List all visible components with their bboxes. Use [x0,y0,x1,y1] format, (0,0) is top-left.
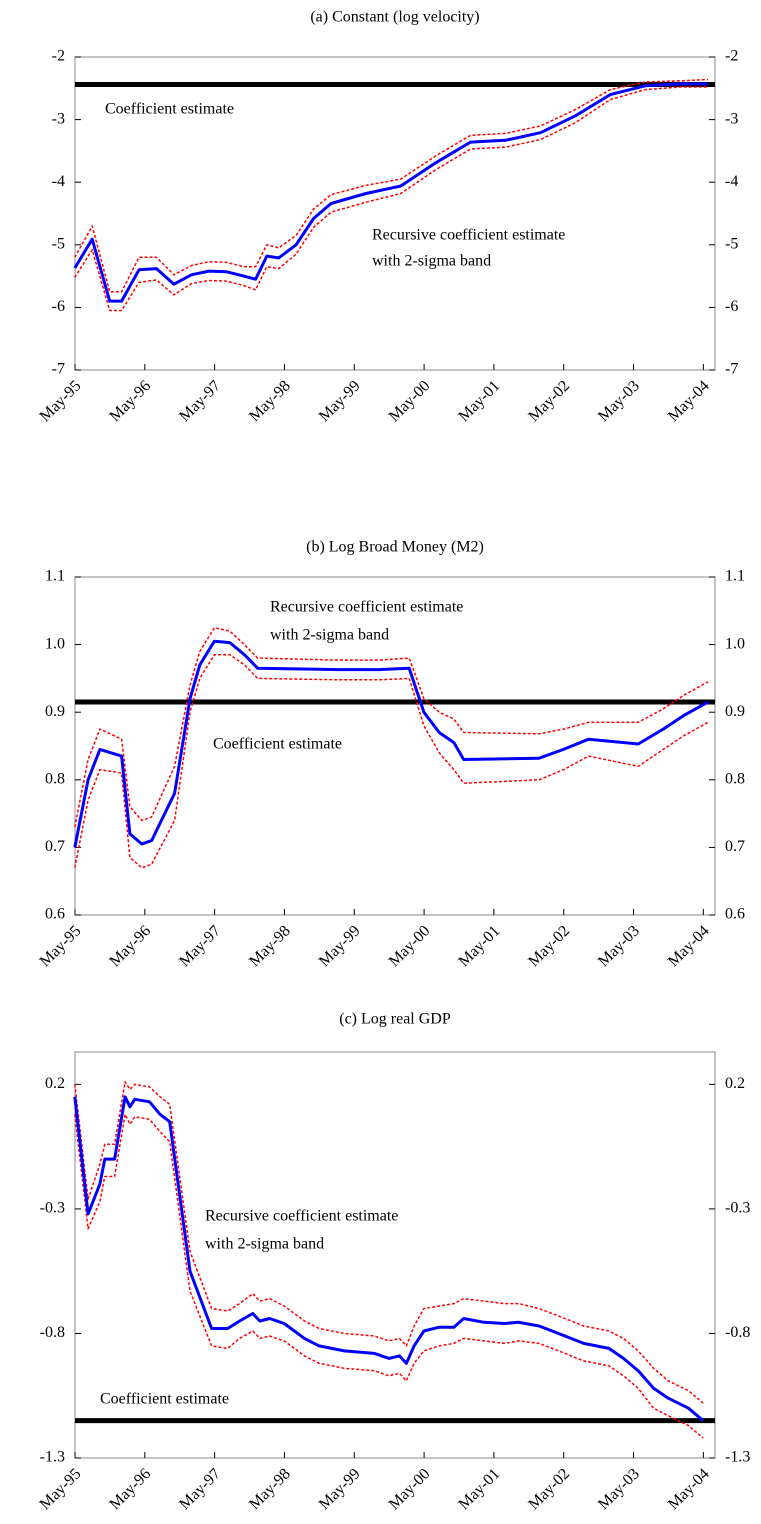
y2-tick-label: 0.7 [725,838,745,855]
plot-frame [74,56,716,371]
y-tick-label: 0.7 [45,838,65,855]
y2-tick-label: 0.2 [725,1075,745,1092]
x-tick-label: May-95 [37,1465,85,1513]
x-tick-label: May-02 [525,922,573,970]
y2-tick-label: -6 [725,298,738,315]
y-tick-label: 0.2 [45,1075,65,1092]
band-line [74,86,708,312]
y-tick-label: 0.6 [45,906,65,923]
x-tick-label: May-98 [246,377,294,425]
annotation: Recursive coefficient estimate [270,599,463,616]
y2-tick-label: -0.8 [725,1324,750,1341]
y2-tick-label: -5 [725,235,738,252]
annotation: Coefficient estimate [213,736,342,753]
band-line [74,626,709,828]
x-tick-label: May-97 [176,922,224,970]
annotation: with 2-sigma band [372,253,491,270]
y2-tick-label: -3 [725,110,738,127]
x-tick-label: May-97 [176,377,224,425]
x-tick-label: May-03 [595,922,643,970]
y2-tick-label: -0.3 [725,1200,750,1217]
y-tick-label: 0.8 [45,770,65,787]
x-tick-label: May-98 [246,922,294,970]
x-tick-label: May-95 [37,377,85,425]
annotation: with 2-sigma band [205,1236,324,1253]
x-tick-label: May-96 [106,922,154,970]
y-tick-label: -3 [52,110,65,127]
y2-tick-label: 1.0 [725,635,745,652]
y-tick-label: -0.8 [40,1324,65,1341]
x-tick-label: May-01 [455,922,503,970]
y2-tick-label: 0.9 [725,703,745,720]
y-tick-label: -4 [52,173,65,190]
x-tick-label: May-04 [665,1465,713,1513]
plot-frame [74,1051,716,1459]
y2-tick-label: -2 [725,48,738,65]
estimate-line [73,82,708,303]
y2-tick-label: -1.3 [725,1449,750,1466]
estimate-line [73,1095,705,1422]
x-tick-label: May-96 [106,1465,154,1513]
estimate-line [73,639,709,848]
x-tick-label: May-03 [595,1465,643,1513]
x-tick-label: May-00 [386,922,434,970]
x-tick-label: May-95 [37,922,85,970]
y-tick-label: -7 [52,361,65,378]
x-tick-label: May-04 [665,922,713,970]
y-tick-label: 0.9 [45,703,65,720]
x-tick-label: May-96 [106,377,154,425]
x-tick-label: May-99 [316,922,364,970]
y-tick-label: 1.1 [45,568,65,585]
y-tick-label: -0.3 [40,1200,65,1217]
x-tick-label: May-99 [316,377,364,425]
y2-tick-label: 0.8 [725,770,745,787]
y-tick-label: 1.0 [45,635,65,652]
annotation: Coefficient estimate [105,101,234,118]
y-tick-label: -5 [52,235,65,252]
x-tick-label: May-03 [595,377,643,425]
x-tick-label: May-02 [525,377,573,425]
plot-frame [74,576,716,916]
x-tick-label: May-97 [176,1465,224,1513]
y-tick-label: -1.3 [40,1449,65,1466]
x-tick-label: May-01 [455,377,503,425]
y-tick-label: -2 [52,48,65,65]
annotation: Recursive coefficient estimate [205,1208,398,1225]
x-tick-label: May-99 [316,1465,364,1513]
band-line [74,1113,704,1439]
annotation: Coefficient estimate [100,1391,229,1408]
band-line [74,653,709,869]
x-tick-label: May-00 [386,1465,434,1513]
y2-tick-label: 0.6 [725,906,745,923]
y2-tick-label: -4 [725,173,738,190]
y2-tick-label: 1.1 [725,568,745,585]
annotation: with 2-sigma band [270,627,389,644]
annotation: Recursive coefficient estimate [372,227,565,244]
y2-tick-label: -7 [725,361,738,378]
chart-title: (a) Constant (log velocity) [310,9,479,26]
chart-title: (b) Log Broad Money (M2) [306,539,484,556]
band-line [74,1081,704,1404]
x-tick-label: May-00 [386,377,434,425]
chart-title: (c) Log real GDP [339,1011,451,1028]
x-tick-label: May-98 [246,1465,294,1513]
x-tick-label: May-02 [525,1465,573,1513]
x-tick-label: May-04 [665,377,713,425]
y-tick-label: -6 [52,298,65,315]
x-tick-label: May-01 [455,1465,503,1513]
